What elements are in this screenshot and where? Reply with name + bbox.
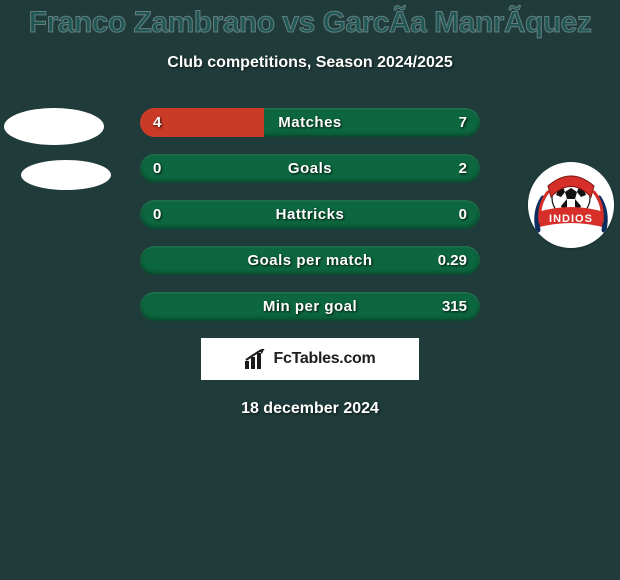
- stat-bar: Hattricks0 0: [140, 200, 480, 229]
- stat-label: Matches: [140, 108, 480, 137]
- page-subtitle: Club competitions, Season 2024/2025: [0, 54, 620, 72]
- stats-container: INDIOS Matches47Goals02Hattricks00Goals …: [0, 108, 620, 321]
- brand-chart-icon: [245, 349, 267, 369]
- indios-logo-icon: INDIOS: [528, 162, 614, 248]
- stat-value-left: 0: [140, 200, 174, 229]
- stat-value-right: 315: [429, 292, 480, 321]
- stat-bar: Goals per match0.29: [140, 246, 480, 275]
- right-club-badge-slot: INDIOS: [502, 162, 614, 248]
- page-root: Franco Zambrano vs GarcÃ­a ManrÃ­quez Cl…: [0, 0, 620, 580]
- player-avatar-blank: [4, 108, 104, 145]
- stat-label: Hattricks: [140, 200, 480, 229]
- stat-value-right: 7: [446, 108, 480, 137]
- stat-value-left: 0: [140, 154, 174, 183]
- club-badge: INDIOS: [528, 162, 614, 248]
- svg-text:INDIOS: INDIOS: [549, 213, 593, 225]
- stat-row: Min per goal315: [20, 292, 600, 321]
- stat-value-left: [140, 246, 166, 275]
- stat-label: Goals: [140, 154, 480, 183]
- stat-bar: Matches4 7: [140, 108, 480, 137]
- stat-bar: Goals0 2: [140, 154, 480, 183]
- stat-value-right: 0: [446, 200, 480, 229]
- stat-value-right: 2: [446, 154, 480, 183]
- stat-value-left: 4: [140, 108, 174, 137]
- stat-value-left: [140, 292, 166, 321]
- left-player-avatars: [4, 108, 116, 194]
- page-title: Franco Zambrano vs GarcÃ­a ManrÃ­quez: [0, 0, 620, 40]
- stat-value-right: 0.29: [425, 246, 480, 275]
- brand-text: FcTables.com: [274, 350, 376, 368]
- brand-badge: FcTables.com: [201, 338, 419, 380]
- footer-date: 18 december 2024: [0, 400, 620, 418]
- stat-bar: Min per goal315: [140, 292, 480, 321]
- player-avatar-blank: [21, 160, 111, 190]
- stat-row: Goals per match0.29: [20, 246, 600, 275]
